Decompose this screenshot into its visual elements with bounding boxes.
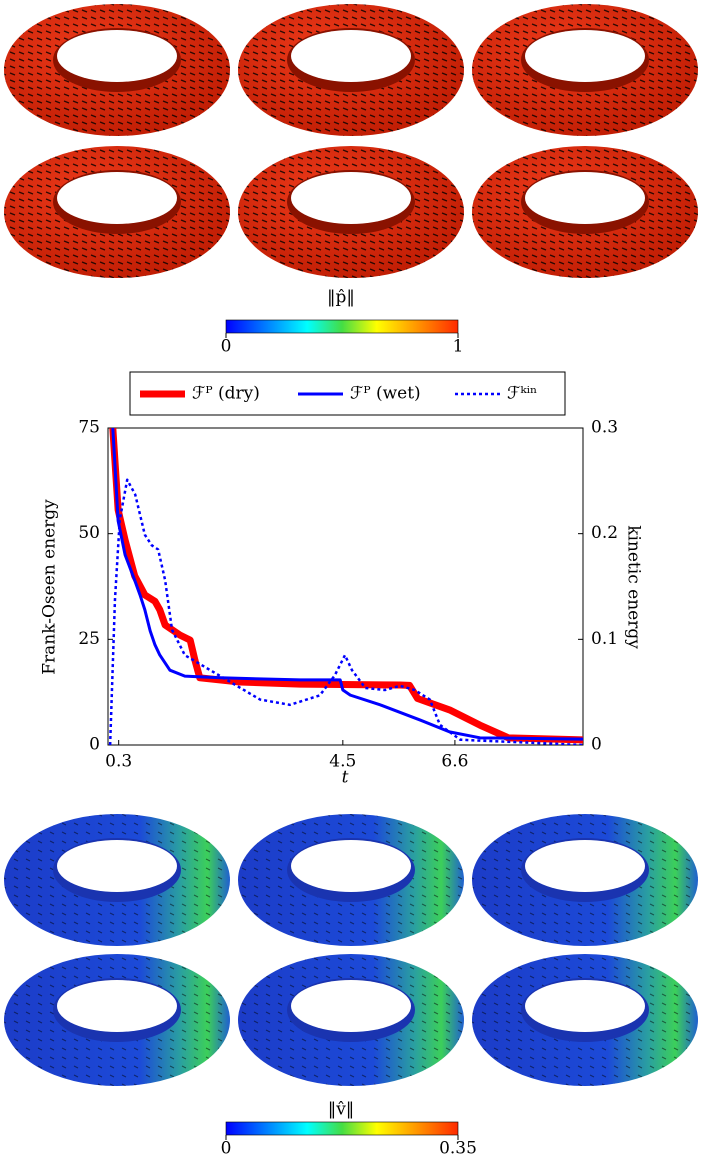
torus — [4, 814, 230, 946]
x-axis-label: t — [342, 768, 349, 788]
torus-hole — [291, 980, 411, 1032]
y-tick-label: 75 — [78, 418, 100, 438]
legend-label: ℱᵏⁱⁿ — [507, 384, 537, 404]
torus-images — [4, 4, 698, 1086]
torus-hole — [525, 172, 645, 224]
torus — [4, 4, 230, 136]
plot-frame — [107, 427, 584, 746]
torus — [472, 954, 698, 1086]
torus-hole — [291, 840, 411, 892]
y-tick-label: 0 — [89, 735, 100, 755]
y2-tick-label: 0.3 — [591, 418, 618, 438]
torus — [472, 4, 698, 136]
data-line — [109, 428, 583, 744]
torus — [4, 146, 230, 278]
colorbar-tick-label: 0.35 — [439, 1139, 477, 1159]
y2-tick-label: 0.2 — [591, 523, 618, 543]
colorbar-tick-label: 0 — [221, 337, 232, 357]
torus-hole — [291, 172, 411, 224]
x-tick-label: 0.3 — [105, 752, 132, 772]
colorbar-tick-label: 0 — [221, 1139, 232, 1159]
torus — [238, 954, 464, 1086]
y2-tick-label: 0.1 — [591, 629, 618, 649]
torus-hole — [525, 840, 645, 892]
x-tick-label: 4.5 — [329, 752, 356, 772]
y-tick-label: 50 — [78, 523, 100, 543]
legend-label: ℱᴾ (dry) — [192, 384, 260, 404]
torus-hole — [57, 840, 177, 892]
torus-hole — [57, 30, 177, 82]
colorbar-label: ‖p̂‖ — [327, 288, 355, 308]
torus-hole — [525, 30, 645, 82]
torus-hole — [291, 30, 411, 82]
torus — [238, 4, 464, 136]
torus-hole — [57, 172, 177, 224]
colorbar-tick-label: 1 — [453, 337, 464, 357]
torus — [238, 146, 464, 278]
data-line — [111, 428, 583, 741]
torus — [472, 814, 698, 946]
colorbar — [225, 1121, 459, 1136]
torus — [4, 954, 230, 1086]
torus-hole — [525, 980, 645, 1032]
y-axis-label: Frank-Oseen energy — [40, 499, 60, 675]
legend-label: ℱᴾ (wet) — [350, 384, 421, 404]
y-tick-label: 25 — [78, 629, 100, 649]
data-line — [108, 478, 583, 745]
colorbar — [225, 319, 459, 334]
x-tick-label: 6.6 — [441, 752, 468, 772]
torus — [238, 814, 464, 946]
y2-tick-label: 0 — [591, 735, 602, 755]
torus-hole — [57, 980, 177, 1032]
torus — [472, 146, 698, 278]
y2-axis-label: kinetic energy — [624, 525, 644, 649]
colorbar-label: ‖v̂‖ — [328, 1100, 355, 1120]
